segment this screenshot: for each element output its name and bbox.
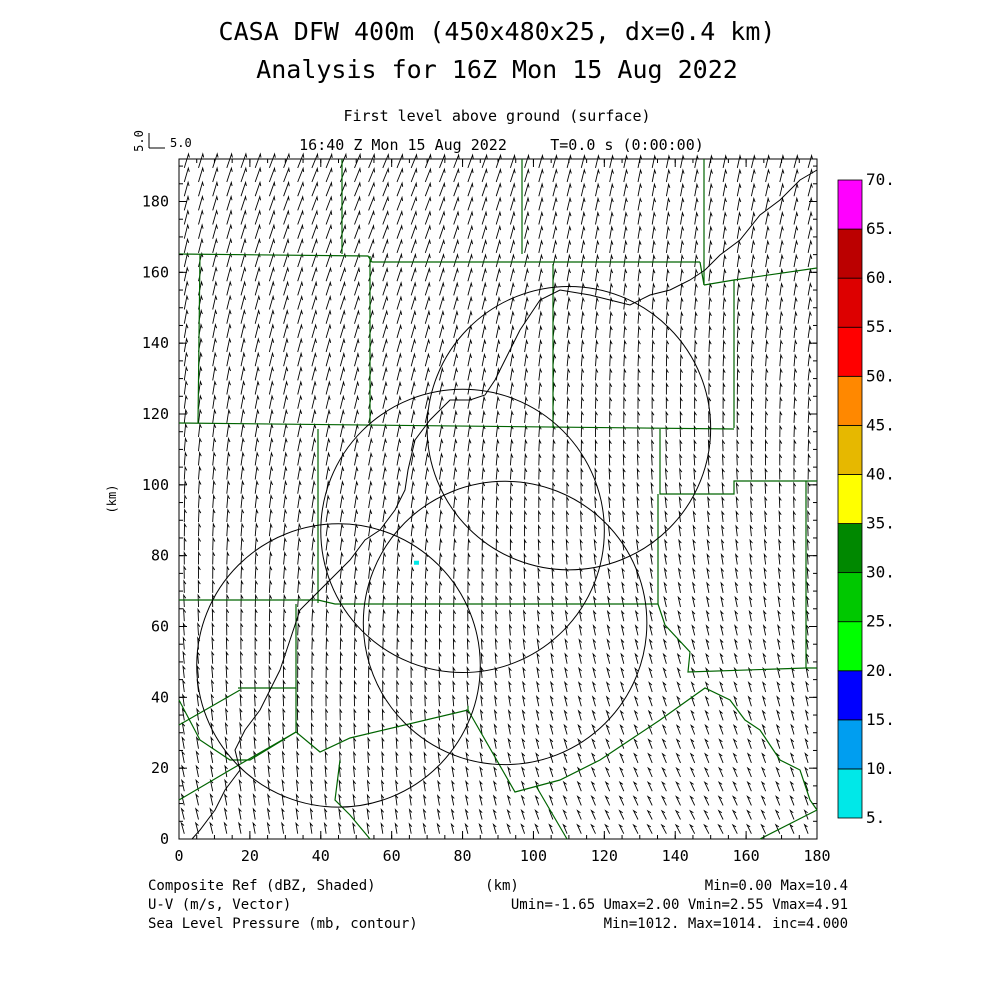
y-tick-label: 80	[151, 547, 169, 565]
boundary-line	[535, 785, 568, 840]
colorbar-label: 65.	[866, 219, 895, 238]
x-tick-label: 120	[591, 847, 618, 865]
colorbar-segment	[837, 424, 863, 475]
x-tick-label: 180	[803, 847, 830, 865]
y-axis: 0 20 40 60 80 100 120 140 160 180	[142, 165, 817, 848]
boundary-line	[197, 253, 201, 424]
colorbar-label: 40.	[866, 464, 895, 483]
colorbar-label: 10.	[866, 759, 895, 778]
boundary-line	[699, 261, 705, 286]
boundary-line	[178, 731, 297, 801]
field1-label: Composite Ref (dBZ, Shaded)	[148, 878, 376, 894]
y-tick-label: 180	[142, 193, 169, 211]
vector-arrows	[180, 152, 814, 834]
colorbar-label: 60.	[866, 268, 895, 287]
boundary-line	[295, 688, 469, 753]
colorbar-label: 25.	[866, 612, 895, 631]
colorbar-label: 70.	[866, 170, 895, 189]
title-line1: CASA DFW 400m (450x480x25, dx=0.4 km)	[219, 17, 776, 46]
vector-scale-v-label: 5.0	[132, 130, 146, 152]
title-line2: Analysis for 16Z Mon 15 Aug 2022	[256, 55, 738, 84]
colorbar-segment	[837, 621, 863, 672]
x-tick-label: 40	[312, 847, 330, 865]
colorbar-label: 55.	[866, 317, 895, 336]
field3-stats: Min=1012. Max=1014. inc=4.000	[604, 916, 848, 932]
range-ring	[426, 286, 712, 571]
boundary-line	[178, 422, 735, 430]
y-tick-label: 40	[151, 688, 169, 706]
t-value-label: T=0.0 s (0:00:00)	[550, 136, 704, 154]
x-tick-label: 80	[454, 847, 472, 865]
colorbar-label: 45.	[866, 415, 895, 434]
radar-range-rings	[196, 286, 712, 808]
vector-scale-u-label: 5.0	[170, 136, 192, 150]
vector-scale-key: 5.0 5.0	[132, 130, 192, 152]
boundary-line	[733, 267, 818, 281]
range-ring	[196, 523, 481, 808]
colorbar-segment	[837, 326, 863, 377]
field2-label: U-V (m/s, Vector)	[148, 897, 291, 913]
boundary-line	[179, 599, 658, 605]
field2-stats: Umin=-1.65 Umax=2.00 Vmin=2.55 Vmax=4.91	[511, 897, 848, 913]
y-axis-label: (km)	[105, 485, 119, 514]
field1-stats: Min=0.00 Max=10.4	[705, 878, 848, 894]
colorbar-label: 5.	[866, 808, 885, 827]
boundary-line	[659, 429, 817, 495]
x-tick-label: 140	[662, 847, 689, 865]
y-tick-label: 0	[160, 830, 169, 848]
boundary-line	[467, 687, 818, 811]
colorbar-segment	[837, 523, 863, 574]
field3-label: Sea Level Pressure (mb, contour)	[148, 916, 418, 932]
y-tick-label: 60	[151, 618, 169, 636]
state-boundary	[191, 169, 818, 840]
y-tick-label: 120	[142, 405, 169, 423]
colorbar-label: 15.	[866, 710, 895, 729]
y-tick-label: 20	[151, 759, 169, 777]
y-tick-label: 140	[142, 334, 169, 352]
time-label: 16:40 Z Mon 15 Aug 2022	[299, 136, 507, 154]
boundary-line	[178, 699, 297, 761]
colorbar: 5. 10. 15. 20. 25. 30. 35. 40. 45. 50. 55. 60. 65. 70…	[837, 170, 895, 827]
x-axis: 0 20 40 60 80 100 120 140 160 180	[174, 159, 831, 865]
reflectivity-echo	[413, 560, 419, 565]
colorbar-segment	[837, 719, 863, 770]
x-tick-label: 0	[174, 847, 183, 865]
colorbar-segment	[837, 375, 863, 426]
colorbar-label: 20.	[866, 661, 895, 680]
colorbar-label: 50.	[866, 366, 895, 385]
y-tick-label: 100	[142, 476, 169, 494]
colorbar-segment	[837, 572, 863, 623]
range-ring	[320, 388, 605, 674]
x-tick-label: 60	[383, 847, 401, 865]
colorbar-segment	[837, 179, 863, 230]
state-boundary-line	[191, 169, 818, 840]
colorbar-segment	[837, 768, 863, 819]
colorbar-segment	[837, 277, 863, 328]
reflectivity-echoes	[413, 560, 419, 565]
y-tick-label: 160	[142, 263, 169, 281]
colorbar-label: 35.	[866, 514, 895, 533]
wind-vectors	[180, 152, 814, 834]
colorbar-label: 30.	[866, 563, 895, 582]
colorbar-segment	[837, 670, 863, 721]
boundary-line	[657, 603, 817, 673]
x-tick-label: 20	[241, 847, 259, 865]
boundary-line	[759, 809, 818, 840]
x-tick-label: 100	[520, 847, 547, 865]
colorbar-segment	[837, 474, 863, 524]
x-axis-label: (km)	[485, 878, 519, 894]
level-label: First level above ground (surface)	[343, 107, 650, 125]
county-boundaries	[178, 159, 818, 840]
x-tick-label: 160	[733, 847, 760, 865]
range-ring	[362, 480, 648, 766]
colorbar-segment	[837, 228, 863, 279]
plot-area	[178, 152, 818, 840]
